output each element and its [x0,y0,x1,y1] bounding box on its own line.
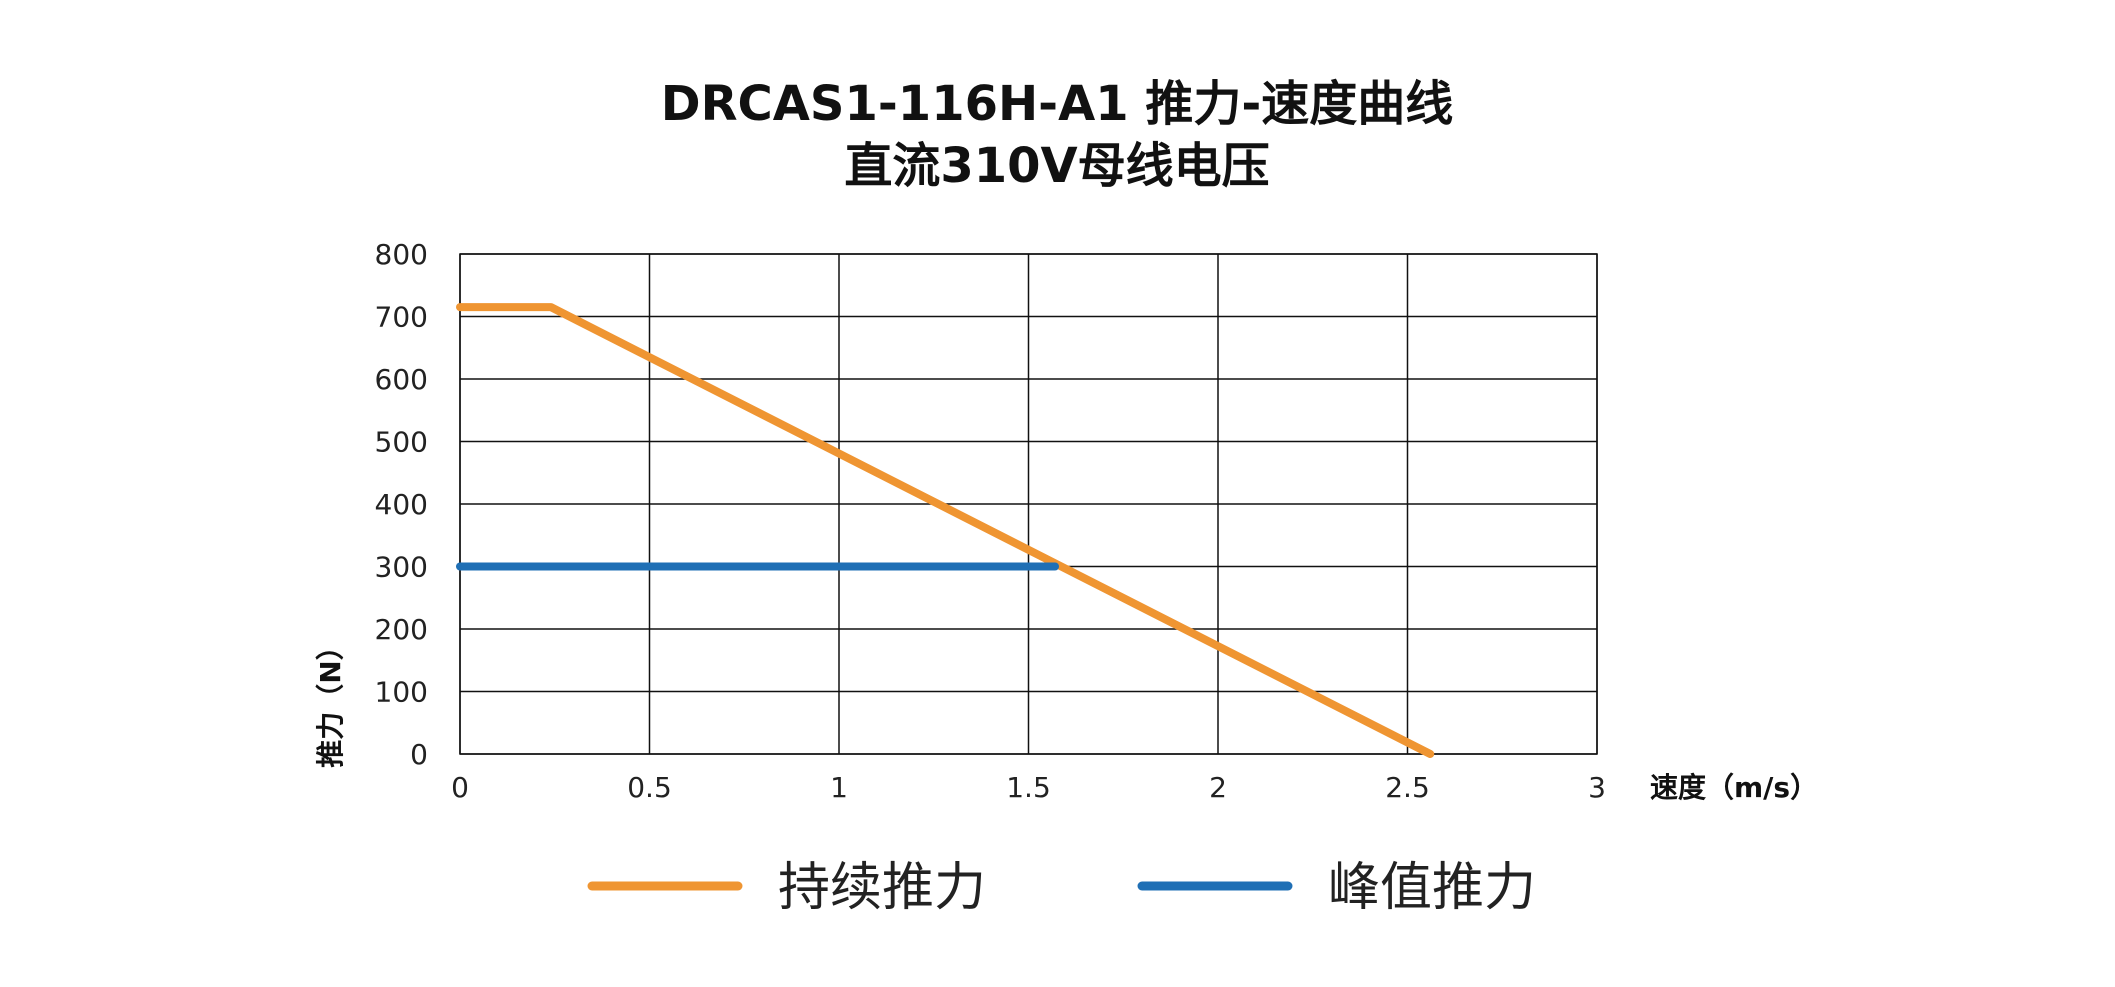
legend: 持续推力 峰值推力 [587,858,1536,918]
y-tick-label: 600 [375,363,428,396]
y-tick-label: 0 [410,738,428,771]
x-tick-label: 3 [1588,771,1606,804]
x-tick-label: 1.5 [1006,771,1051,804]
y-tick-label: 100 [375,676,428,709]
plot-grid [459,253,1598,755]
x-tick-label: 2 [1209,771,1227,804]
series-layer [456,303,1435,758]
y-tick-label: 700 [375,301,428,334]
y-tick-label: 800 [375,238,428,271]
y-axis-label: 推力（N） [314,632,347,767]
series-line-0 [456,303,1435,758]
x-tick-label: 1 [830,771,848,804]
legend-label-1: 峰值推力 [1328,858,1536,918]
x-tick-label: 2.5 [1385,771,1430,804]
x-axis-ticks: 0 0.5 1 1.5 2 2.5 3 [451,771,1606,804]
y-tick-label: 200 [375,613,428,646]
y-tick-label: 400 [375,488,428,521]
legend-label-0: 持续推力 [778,858,986,918]
chart-subtitle: 直流310V母线电压 [844,138,1269,194]
chart-title: DRCAS1-116H-A1 推力-速度曲线 [661,76,1454,132]
y-tick-label: 300 [375,551,428,584]
y-tick-label: 500 [375,426,428,459]
y-axis-ticks: 0 100 200 300 400 500 600 700 800 [375,238,428,771]
x-axis-label: 速度（m/s） [1650,771,1818,804]
x-tick-label: 0.5 [627,771,672,804]
plot-border [459,253,1598,755]
x-tick-label: 0 [451,771,469,804]
